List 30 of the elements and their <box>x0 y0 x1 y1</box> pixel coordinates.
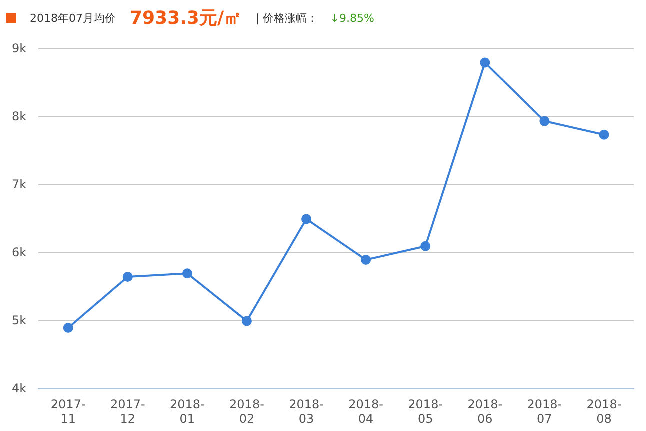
x-tick-label: 2018-06 <box>468 398 503 426</box>
x-tick-label: 2018-01 <box>170 398 205 426</box>
x-tick-label: 2018-02 <box>230 398 264 426</box>
y-tick-label: 4k <box>12 381 27 396</box>
x-tick-label: 2018-07 <box>527 398 562 426</box>
text: ↓9.85% <box>330 12 374 24</box>
x-tick-label: 2018-05 <box>408 398 444 426</box>
x-tick-label: 2018-04 <box>348 398 384 426</box>
y-tick-label: 9k <box>12 41 27 56</box>
x-tick-label: 2018-08 <box>586 398 622 426</box>
x-tick-label: 2018-03 <box>289 398 324 426</box>
text: 7933.3元/㎡ <box>130 7 242 30</box>
x-tick-label: 2017-11 <box>50 398 86 426</box>
point <box>420 241 431 252</box>
y-tick-label: 6k <box>12 245 27 260</box>
point <box>122 272 133 282</box>
y-tick-label: 7k <box>12 177 27 192</box>
point <box>182 268 192 279</box>
x-tick-label: 2017-12 <box>110 398 146 426</box>
point <box>63 323 74 333</box>
text: | 价格涨幅： <box>256 10 318 26</box>
point <box>302 214 312 224</box>
point <box>242 316 252 326</box>
y-tick-label: 8k <box>12 109 27 124</box>
point <box>480 58 490 68</box>
chart-title: 2018年07月均价 <box>30 10 116 26</box>
y-tick-label: 5k <box>12 313 27 328</box>
point <box>361 255 372 265</box>
point <box>540 116 550 126</box>
point <box>599 130 610 140</box>
